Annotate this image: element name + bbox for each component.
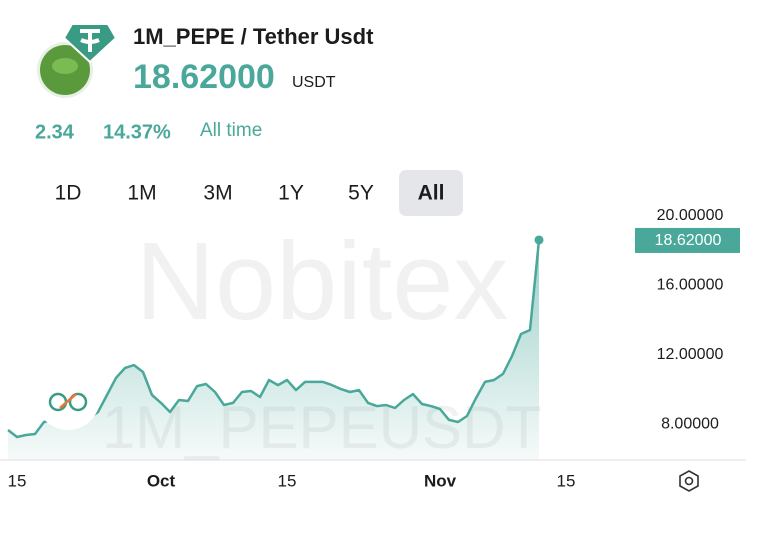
- change-percent: 14.37%: [103, 121, 171, 143]
- period: All time: [200, 120, 262, 141]
- x-tick-label: Nov: [424, 471, 457, 490]
- logo-badge: [36, 366, 100, 430]
- price-tag-label: 18.62000: [655, 232, 722, 249]
- settings-icon-center: [684, 476, 694, 486]
- pair-title: 1M_PEPE / Tether Usdt: [133, 24, 374, 49]
- tab[interactable]: 1M: [127, 182, 156, 205]
- tether-glyph: [80, 29, 100, 52]
- tab[interactable]: 1D: [55, 182, 82, 205]
- settings-icon[interactable]: [679, 470, 699, 492]
- y-tick-label: 12.00000: [657, 346, 724, 363]
- price: 18.62000: [133, 58, 275, 96]
- price-line: [7, 239, 541, 439]
- coin-icon-detail: [52, 58, 78, 74]
- tabs: 1D 1M 3M 1Y 5Y All: [55, 170, 463, 216]
- y-tick-label: 8.00000: [661, 416, 719, 433]
- area: [8, 240, 539, 460]
- price-tag: [635, 227, 740, 253]
- x-tick-label: 15: [278, 471, 297, 490]
- y-tick-label: 16.00000: [657, 277, 724, 294]
- axes: 8.00000 12.00000 16.00000 20.00000 18.62000 1…: [8, 207, 740, 490]
- change: 2.34: [35, 121, 75, 143]
- tab[interactable]: 3M: [203, 182, 232, 205]
- x-tick-label: 15: [8, 471, 27, 490]
- price-unit: USDT: [292, 74, 336, 91]
- tab[interactable]: All: [418, 182, 445, 205]
- x-tick-label: Oct: [147, 471, 176, 490]
- watermark-brand: Nobitex: [136, 220, 509, 343]
- tab[interactable]: 5Y: [348, 182, 374, 205]
- plot: [7, 239, 541, 460]
- logo-icon-accent: [59, 393, 77, 409]
- y-tick-label: 20.00000: [657, 207, 724, 224]
- last-point: [534, 235, 544, 245]
- x-tick-label: 15: [557, 471, 576, 490]
- tab-selected-bg: [399, 170, 463, 216]
- tab[interactable]: 1Y: [278, 182, 304, 205]
